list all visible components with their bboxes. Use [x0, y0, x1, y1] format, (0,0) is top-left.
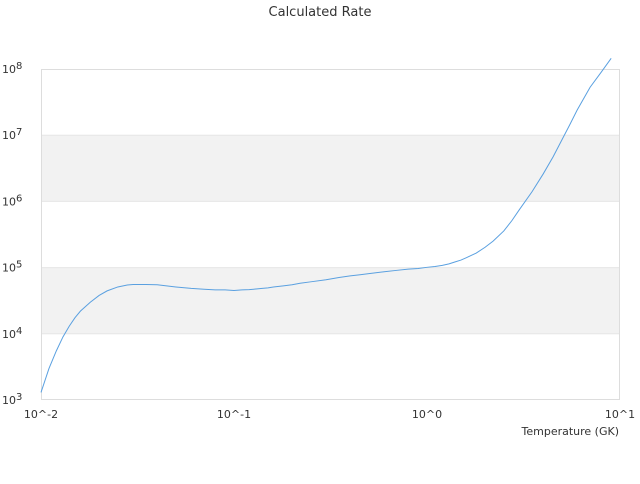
y-tick-label: 104 — [2, 326, 22, 341]
x-tick-label: 10^-1 — [217, 408, 251, 421]
plot-area — [41, 69, 620, 400]
y-axis-ticks: 103 104 105 106 107 108 — [2, 61, 22, 407]
y-tick-label: 106 — [2, 193, 22, 208]
y-tick-label: 103 — [2, 392, 22, 407]
plot-band — [41, 135, 620, 202]
plot-bands — [41, 134, 620, 335]
x-tick-label: 10^-2 — [24, 408, 58, 421]
y-tick-label: 107 — [2, 127, 22, 142]
y-tick-label: 105 — [2, 260, 22, 275]
x-tick-label: 10^0 — [412, 408, 442, 421]
plot-band — [41, 267, 620, 334]
series-layer — [40, 58, 612, 393]
chart-title: Calculated Rate — [269, 5, 372, 20]
series-line — [40, 58, 612, 393]
y-tick-label: 108 — [2, 61, 22, 76]
x-axis-ticks: 10^-2 10^-1 10^0 10^1 — [24, 408, 635, 421]
x-tick-label: 10^1 — [605, 408, 635, 421]
x-axis-title: Temperature (GK) — [521, 425, 620, 438]
